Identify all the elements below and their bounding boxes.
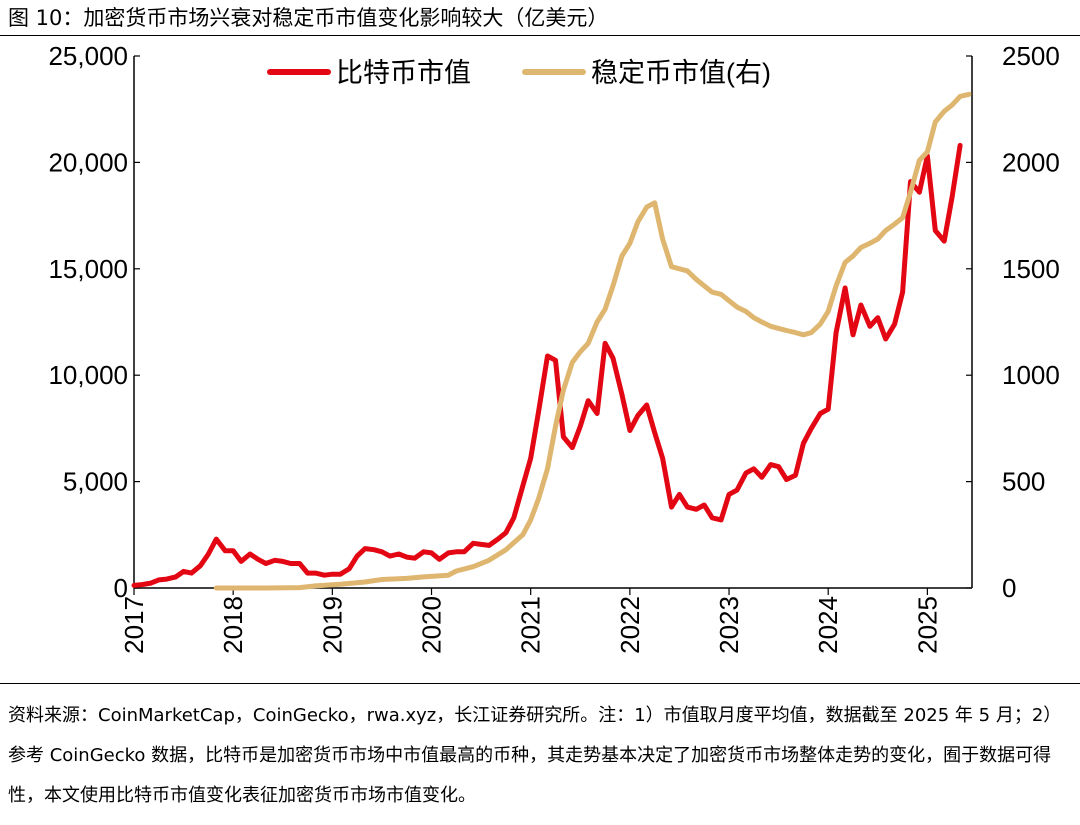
y2-tick-label: 0 [1002,573,1016,603]
y-tick-label: 0 [114,573,128,603]
y-tick-label: 10,000 [48,360,128,390]
x-tick-label: 2022 [615,596,645,654]
x-tick-label: 2020 [417,596,447,654]
source-note: 资料来源：CoinMarketCap，CoinGecko，rwa.xyz，长江证… [8,705,1062,806]
y2-tick-label: 1500 [1002,254,1060,284]
y2-tick-label: 2000 [1002,147,1060,177]
y2-tick-label: 500 [1002,467,1045,497]
legend-label-stablecoin: 稳定币市值(右) [591,58,771,88]
chart: 0 5,000 10,000 15,000 20,000 25,000 0 500 1000 15… [48,41,1059,654]
x-tick-label: 2025 [912,596,942,654]
figure-title: 图 10：加密货币市场兴衰对稳定币市值变化影响较大（亿美元） [8,6,609,30]
y2-tick-label: 1000 [1002,360,1060,390]
chart-legend: 比特币市值 稳定币市值(右) [267,58,771,88]
bitcoin-series-line [131,142,963,588]
y-tick-label: 20,000 [48,147,128,177]
x-tick-label: 2024 [813,596,843,654]
stablecoin-series-line [213,91,972,591]
x-tick-label: 2023 [714,596,744,654]
chart-axes: 0 5,000 10,000 15,000 20,000 25,000 0 500 1000 15… [48,41,1059,654]
x-tick-label: 2021 [516,596,546,654]
y-tick-label: 15,000 [48,254,128,284]
chart-series [131,91,972,591]
y2-tick-label: 2500 [1002,41,1060,71]
x-tick-label: 2019 [317,596,347,654]
y-tick-label: 25,000 [48,41,128,71]
footer-rule [0,683,1080,684]
legend-label-bitcoin: 比特币市值 [336,58,471,88]
y-tick-label: 5,000 [63,467,128,497]
x-tick-label: 2017 [119,596,149,654]
x-tick-label: 2018 [218,596,248,654]
title-rule [0,35,1080,36]
